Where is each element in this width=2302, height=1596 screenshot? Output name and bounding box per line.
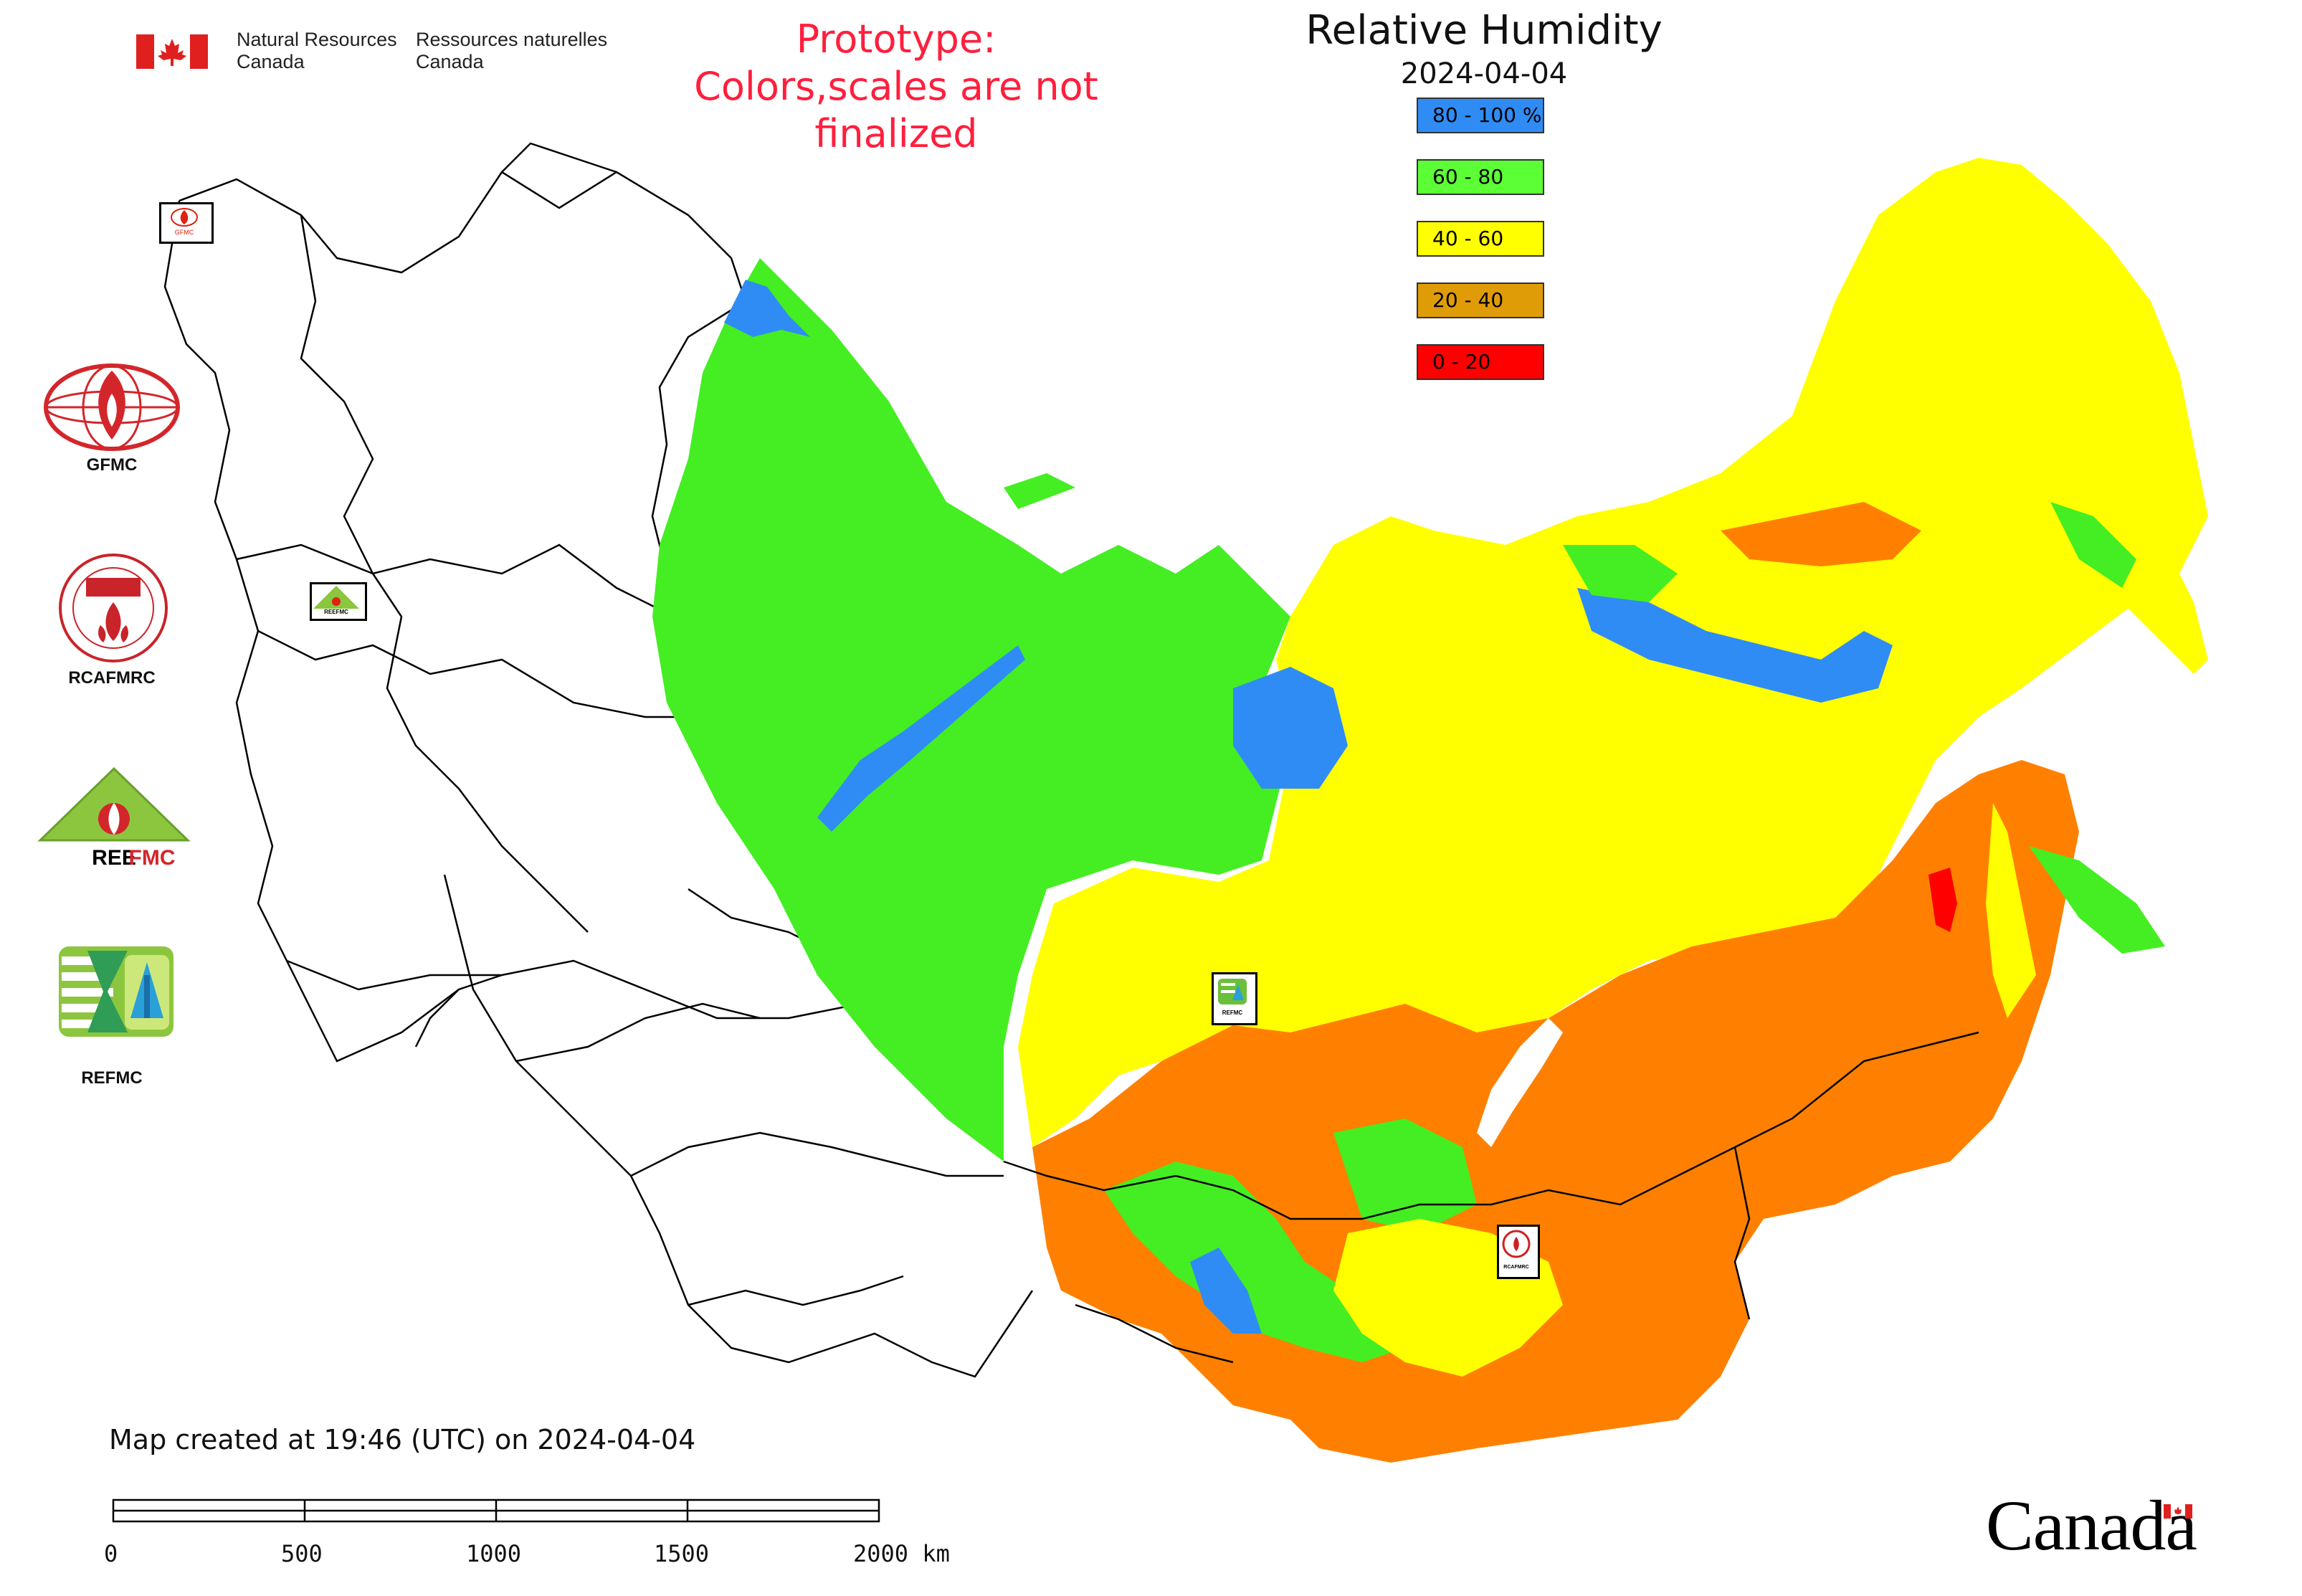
marker-gfmc-label: GFMC [175, 229, 194, 236]
rcafmrc-seal-icon [59, 554, 168, 662]
reefmc-triangle-icon: REE FMC [37, 766, 191, 869]
zone-high-volga [817, 645, 1025, 832]
legend-item: 80 - 100 % [1417, 98, 1544, 133]
rcafmrc-marker-icon: RCAFMRC [1502, 1230, 1531, 1270]
canada-wordmark-flag-icon [2164, 1504, 2192, 1519]
scale-tick-label: 1000 [466, 1540, 522, 1567]
marker-reefmc-label: REEFMC [324, 609, 348, 614]
logo-refmc-label: REFMC [81, 1068, 143, 1088]
zone-high-verkhoyansk [1577, 588, 1893, 703]
legend-item: 60 - 80 [1417, 159, 1544, 195]
prototype-notice-line1: Prototype: [796, 16, 997, 62]
zone-high-putorana [1233, 667, 1348, 789]
gov-en-line2: Canada [237, 51, 305, 72]
zone-mid-sakhalin [1986, 803, 2036, 1018]
gov-en-line1: Natural Resources [237, 29, 397, 50]
zone-moist-sakhalin [2029, 846, 2165, 954]
zone-dry-ridge [1721, 502, 1921, 566]
logo-gfmc-label: GFMC [86, 455, 138, 475]
zone-moist-yakutia [1563, 545, 1678, 602]
gov-signature-en: Natural Resources Canada [237, 29, 397, 73]
country-borders-east [1003, 1031, 1979, 1364]
map-created-note: Map created at 19:46 (UTC) on 2024-04-04 [109, 1424, 696, 1455]
refmc-marker-icon: REFMC [1218, 979, 1247, 1016]
reefmc-marker-icon: REEFMC [313, 586, 359, 615]
map-title: Relative Humidity [1305, 7, 1663, 54]
svg-text:REE: REE [92, 846, 136, 869]
marker-rcafmrc-label: RCAFMRC [1503, 1265, 1528, 1270]
canada-wordmark-text: Canada [1986, 1486, 2197, 1565]
legend-item: 40 - 60 [1417, 221, 1544, 257]
marker-gfmc[interactable]: GFMC [159, 202, 214, 244]
zone-high-altai [1190, 1248, 1262, 1334]
marker-rcafmrc[interactable]: RCAFMRC [1497, 1225, 1540, 1279]
scale-bar [112, 1498, 880, 1523]
map-date: 2024-04-04 [1400, 57, 1568, 90]
zone-moist-kamchatka [2050, 502, 2136, 588]
legend-item: 20 - 40 [1417, 282, 1544, 318]
zone-high-kola [724, 280, 810, 337]
refmc-sigma-icon [59, 946, 173, 1037]
marker-refmc[interactable]: REFMC [1212, 972, 1257, 1025]
gov-signature-fr: Ressources naturelles Canada [416, 29, 607, 73]
zone-very-dry-amur [1928, 868, 1957, 932]
humidity-field [652, 158, 2208, 1463]
gov-fr-line2: Canada [416, 51, 484, 72]
zone-moist-novaya-zemlya [1004, 473, 1075, 509]
zone-mid-central [1018, 158, 2208, 1147]
scale-tick-label: 2000 km [853, 1540, 950, 1567]
svg-text:FMC: FMC [129, 846, 176, 869]
marker-reefmc[interactable]: REEFMC [310, 582, 367, 621]
scale-tick-label: 0 [104, 1540, 118, 1567]
lake-baikal [1477, 1018, 1563, 1147]
scale-tick-label: 500 [281, 1540, 323, 1567]
scale-tick-label: 1500 [654, 1540, 710, 1567]
canada-wordmark: Canada [1986, 1484, 2197, 1567]
gfmc-globe-flame-icon [44, 364, 180, 451]
zone-moist-altai [1104, 1162, 1405, 1362]
prototype-notice-line2: Colors,scales are not finalized [694, 64, 1098, 156]
logo-rcafmrc-label: RCAFMRC [68, 668, 156, 688]
gov-fr-line1: Ressources naturelles [416, 29, 608, 50]
zone-moist-west [652, 258, 1290, 1162]
canada-flag-icon [136, 34, 208, 69]
marker-refmc-label: REFMC [1222, 1010, 1243, 1016]
prototype-notice: Prototype: Colors,scales are not finaliz… [667, 16, 1126, 158]
gfmc-marker-icon: GFMC [171, 208, 198, 236]
legend-item: 0 - 20 [1417, 344, 1544, 380]
